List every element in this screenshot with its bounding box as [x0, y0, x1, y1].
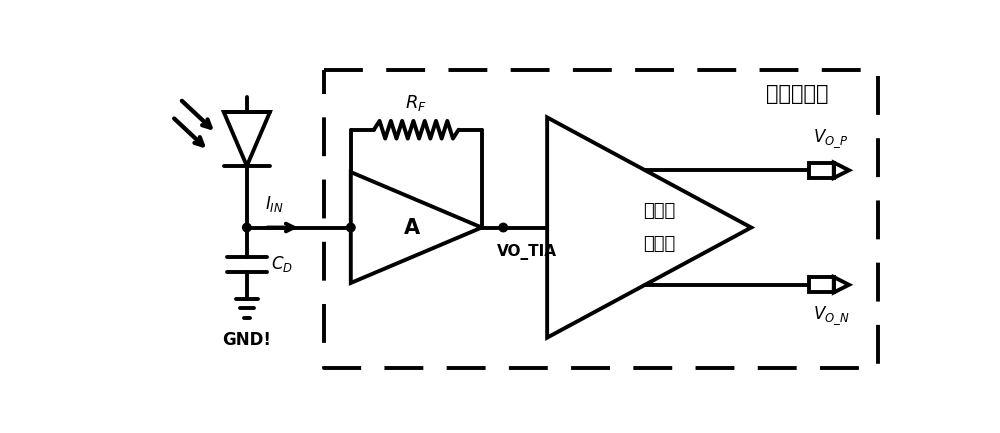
FancyBboxPatch shape	[809, 277, 834, 292]
Text: A: A	[404, 217, 420, 238]
Text: $C_D$: $C_D$	[271, 255, 293, 275]
Circle shape	[499, 223, 507, 232]
Text: 前置放大器: 前置放大器	[766, 84, 829, 104]
Text: $V_{O\_P}$: $V_{O\_P}$	[813, 128, 848, 150]
Text: 相位分: 相位分	[643, 202, 676, 220]
Circle shape	[243, 223, 251, 232]
Text: GND!: GND!	[222, 332, 271, 349]
Text: $V_{O\_N}$: $V_{O\_N}$	[813, 305, 850, 327]
FancyBboxPatch shape	[809, 162, 834, 178]
Text: $I_{IN}$: $I_{IN}$	[265, 194, 283, 214]
Text: $R_F$: $R_F$	[405, 93, 427, 113]
Text: 裂电路: 裂电路	[643, 236, 676, 253]
Circle shape	[347, 223, 355, 232]
Text: VO_TIA: VO_TIA	[497, 245, 557, 261]
